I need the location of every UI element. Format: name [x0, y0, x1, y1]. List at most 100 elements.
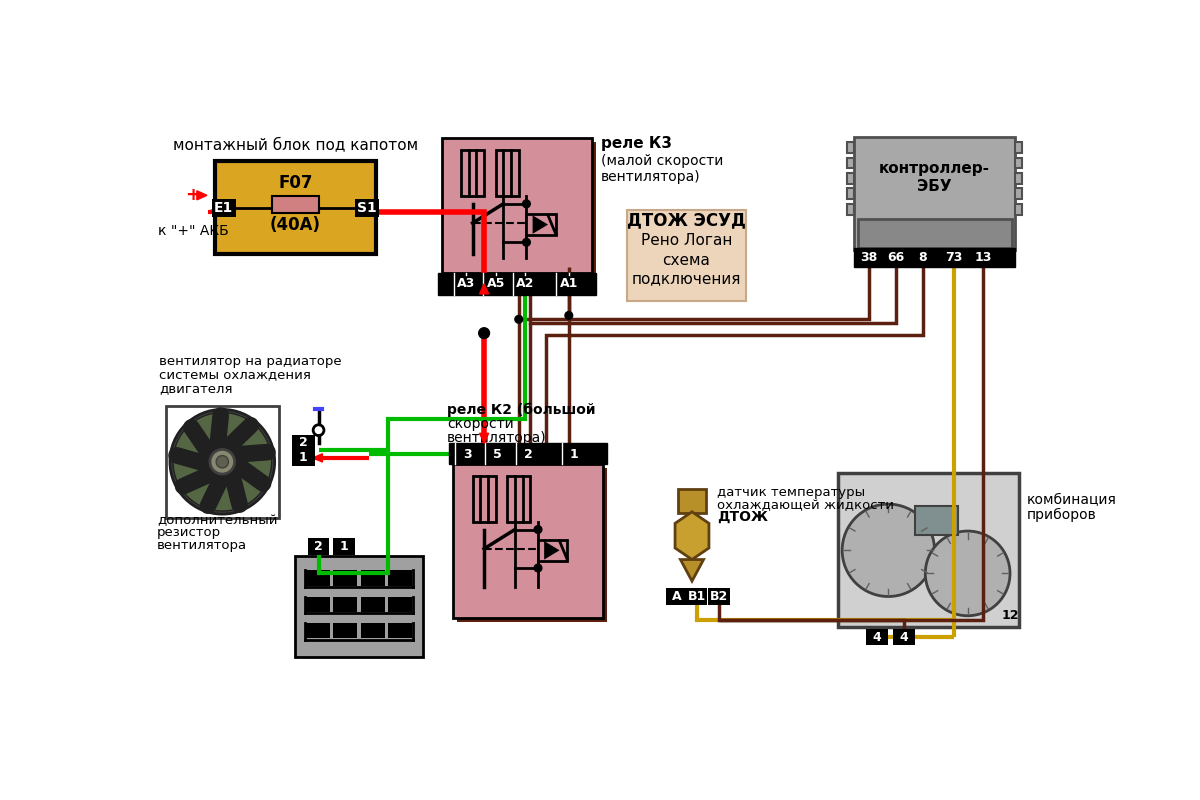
- Text: 5: 5: [493, 447, 502, 461]
- Text: (малой скорости: (малой скорости: [601, 154, 724, 168]
- Text: 2: 2: [299, 436, 307, 449]
- Bar: [708, 588, 730, 605]
- Bar: [292, 435, 314, 450]
- Bar: [388, 622, 412, 638]
- Bar: [360, 597, 384, 612]
- Text: 1: 1: [570, 447, 578, 461]
- Text: ДТОЖ ЭСУД: ДТОЖ ЭСУД: [626, 211, 745, 230]
- Bar: [847, 158, 854, 168]
- Bar: [839, 474, 1019, 627]
- Text: 8: 8: [919, 251, 928, 264]
- Text: 73: 73: [946, 251, 962, 264]
- Bar: [442, 138, 592, 273]
- Polygon shape: [209, 207, 218, 216]
- Text: двигателя: двигателя: [160, 382, 233, 394]
- Circle shape: [565, 312, 572, 319]
- Bar: [166, 406, 278, 518]
- Text: (40А): (40А): [270, 215, 320, 234]
- Text: контроллер-: контроллер-: [880, 161, 990, 176]
- Text: резистор: резистор: [157, 526, 221, 539]
- Bar: [454, 464, 604, 618]
- Text: датчик температуры: датчик температуры: [716, 486, 865, 499]
- Text: +: +: [186, 186, 200, 204]
- Polygon shape: [480, 434, 488, 443]
- Bar: [1015, 188, 1022, 199]
- Text: вентилятора): вентилятора): [448, 430, 547, 445]
- Text: реле К2 (большой: реле К2 (большой: [448, 402, 595, 417]
- Text: S1: S1: [358, 201, 377, 214]
- Text: 2: 2: [314, 540, 323, 553]
- Bar: [1015, 158, 1022, 168]
- Text: 2: 2: [523, 447, 533, 461]
- Bar: [893, 630, 914, 646]
- Circle shape: [842, 504, 935, 597]
- Bar: [527, 214, 556, 235]
- Bar: [847, 204, 854, 214]
- Polygon shape: [533, 215, 548, 234]
- Circle shape: [173, 413, 271, 511]
- Circle shape: [534, 526, 542, 534]
- Text: A3: A3: [457, 278, 475, 290]
- Circle shape: [522, 200, 530, 208]
- Text: 1: 1: [340, 540, 348, 553]
- Text: Рено Логан: Рено Логан: [641, 234, 732, 248]
- Polygon shape: [197, 191, 206, 200]
- Text: подключения: подключения: [631, 271, 740, 286]
- Text: А: А: [672, 590, 682, 603]
- Bar: [853, 137, 1015, 250]
- Bar: [334, 538, 355, 554]
- Polygon shape: [680, 559, 703, 581]
- Text: F07: F07: [278, 174, 313, 192]
- Bar: [847, 142, 854, 153]
- Circle shape: [534, 564, 542, 572]
- Bar: [847, 173, 854, 184]
- Text: B2: B2: [710, 590, 728, 603]
- Text: 13: 13: [974, 251, 991, 264]
- Text: системы охлаждения: системы охлаждения: [160, 369, 311, 382]
- Circle shape: [515, 315, 523, 323]
- Bar: [666, 588, 688, 605]
- Text: вентилятора): вентилятора): [601, 170, 701, 184]
- Bar: [306, 570, 330, 586]
- Circle shape: [925, 531, 1010, 616]
- Bar: [686, 588, 708, 605]
- Bar: [295, 557, 422, 657]
- Bar: [1015, 142, 1022, 153]
- Text: приборов: приборов: [1027, 509, 1097, 522]
- Polygon shape: [480, 284, 488, 294]
- Text: схема: схема: [662, 253, 710, 268]
- Text: ДТОЖ: ДТОЖ: [716, 510, 768, 524]
- Bar: [292, 450, 314, 466]
- Bar: [306, 597, 330, 612]
- Bar: [496, 150, 518, 196]
- Polygon shape: [313, 454, 323, 462]
- Text: вентилятора: вентилятора: [157, 538, 247, 552]
- Text: ЭБУ: ЭБУ: [917, 178, 952, 194]
- Bar: [1015, 173, 1022, 184]
- Polygon shape: [544, 541, 559, 559]
- Text: 1: 1: [299, 451, 307, 464]
- Text: дополнительный: дополнительный: [157, 514, 277, 527]
- Text: реле К3: реле К3: [601, 135, 672, 150]
- Bar: [445, 142, 595, 277]
- Text: 3: 3: [463, 447, 472, 461]
- Bar: [334, 597, 358, 612]
- Bar: [334, 570, 358, 586]
- Bar: [916, 506, 958, 535]
- Circle shape: [170, 410, 275, 514]
- Bar: [1015, 204, 1022, 214]
- Text: E1: E1: [215, 201, 234, 214]
- Text: монтажный блок под капотом: монтажный блок под капотом: [173, 137, 418, 152]
- Circle shape: [479, 328, 490, 338]
- Bar: [306, 622, 330, 638]
- Text: 66: 66: [888, 251, 905, 264]
- Text: 4: 4: [899, 631, 908, 644]
- Bar: [215, 162, 377, 254]
- Text: A1: A1: [559, 278, 578, 290]
- Circle shape: [216, 455, 228, 468]
- Bar: [450, 443, 607, 464]
- Bar: [334, 622, 358, 638]
- Text: охлаждающей жидкости: охлаждающей жидкости: [716, 498, 894, 512]
- Text: A5: A5: [486, 278, 505, 290]
- Bar: [678, 489, 706, 514]
